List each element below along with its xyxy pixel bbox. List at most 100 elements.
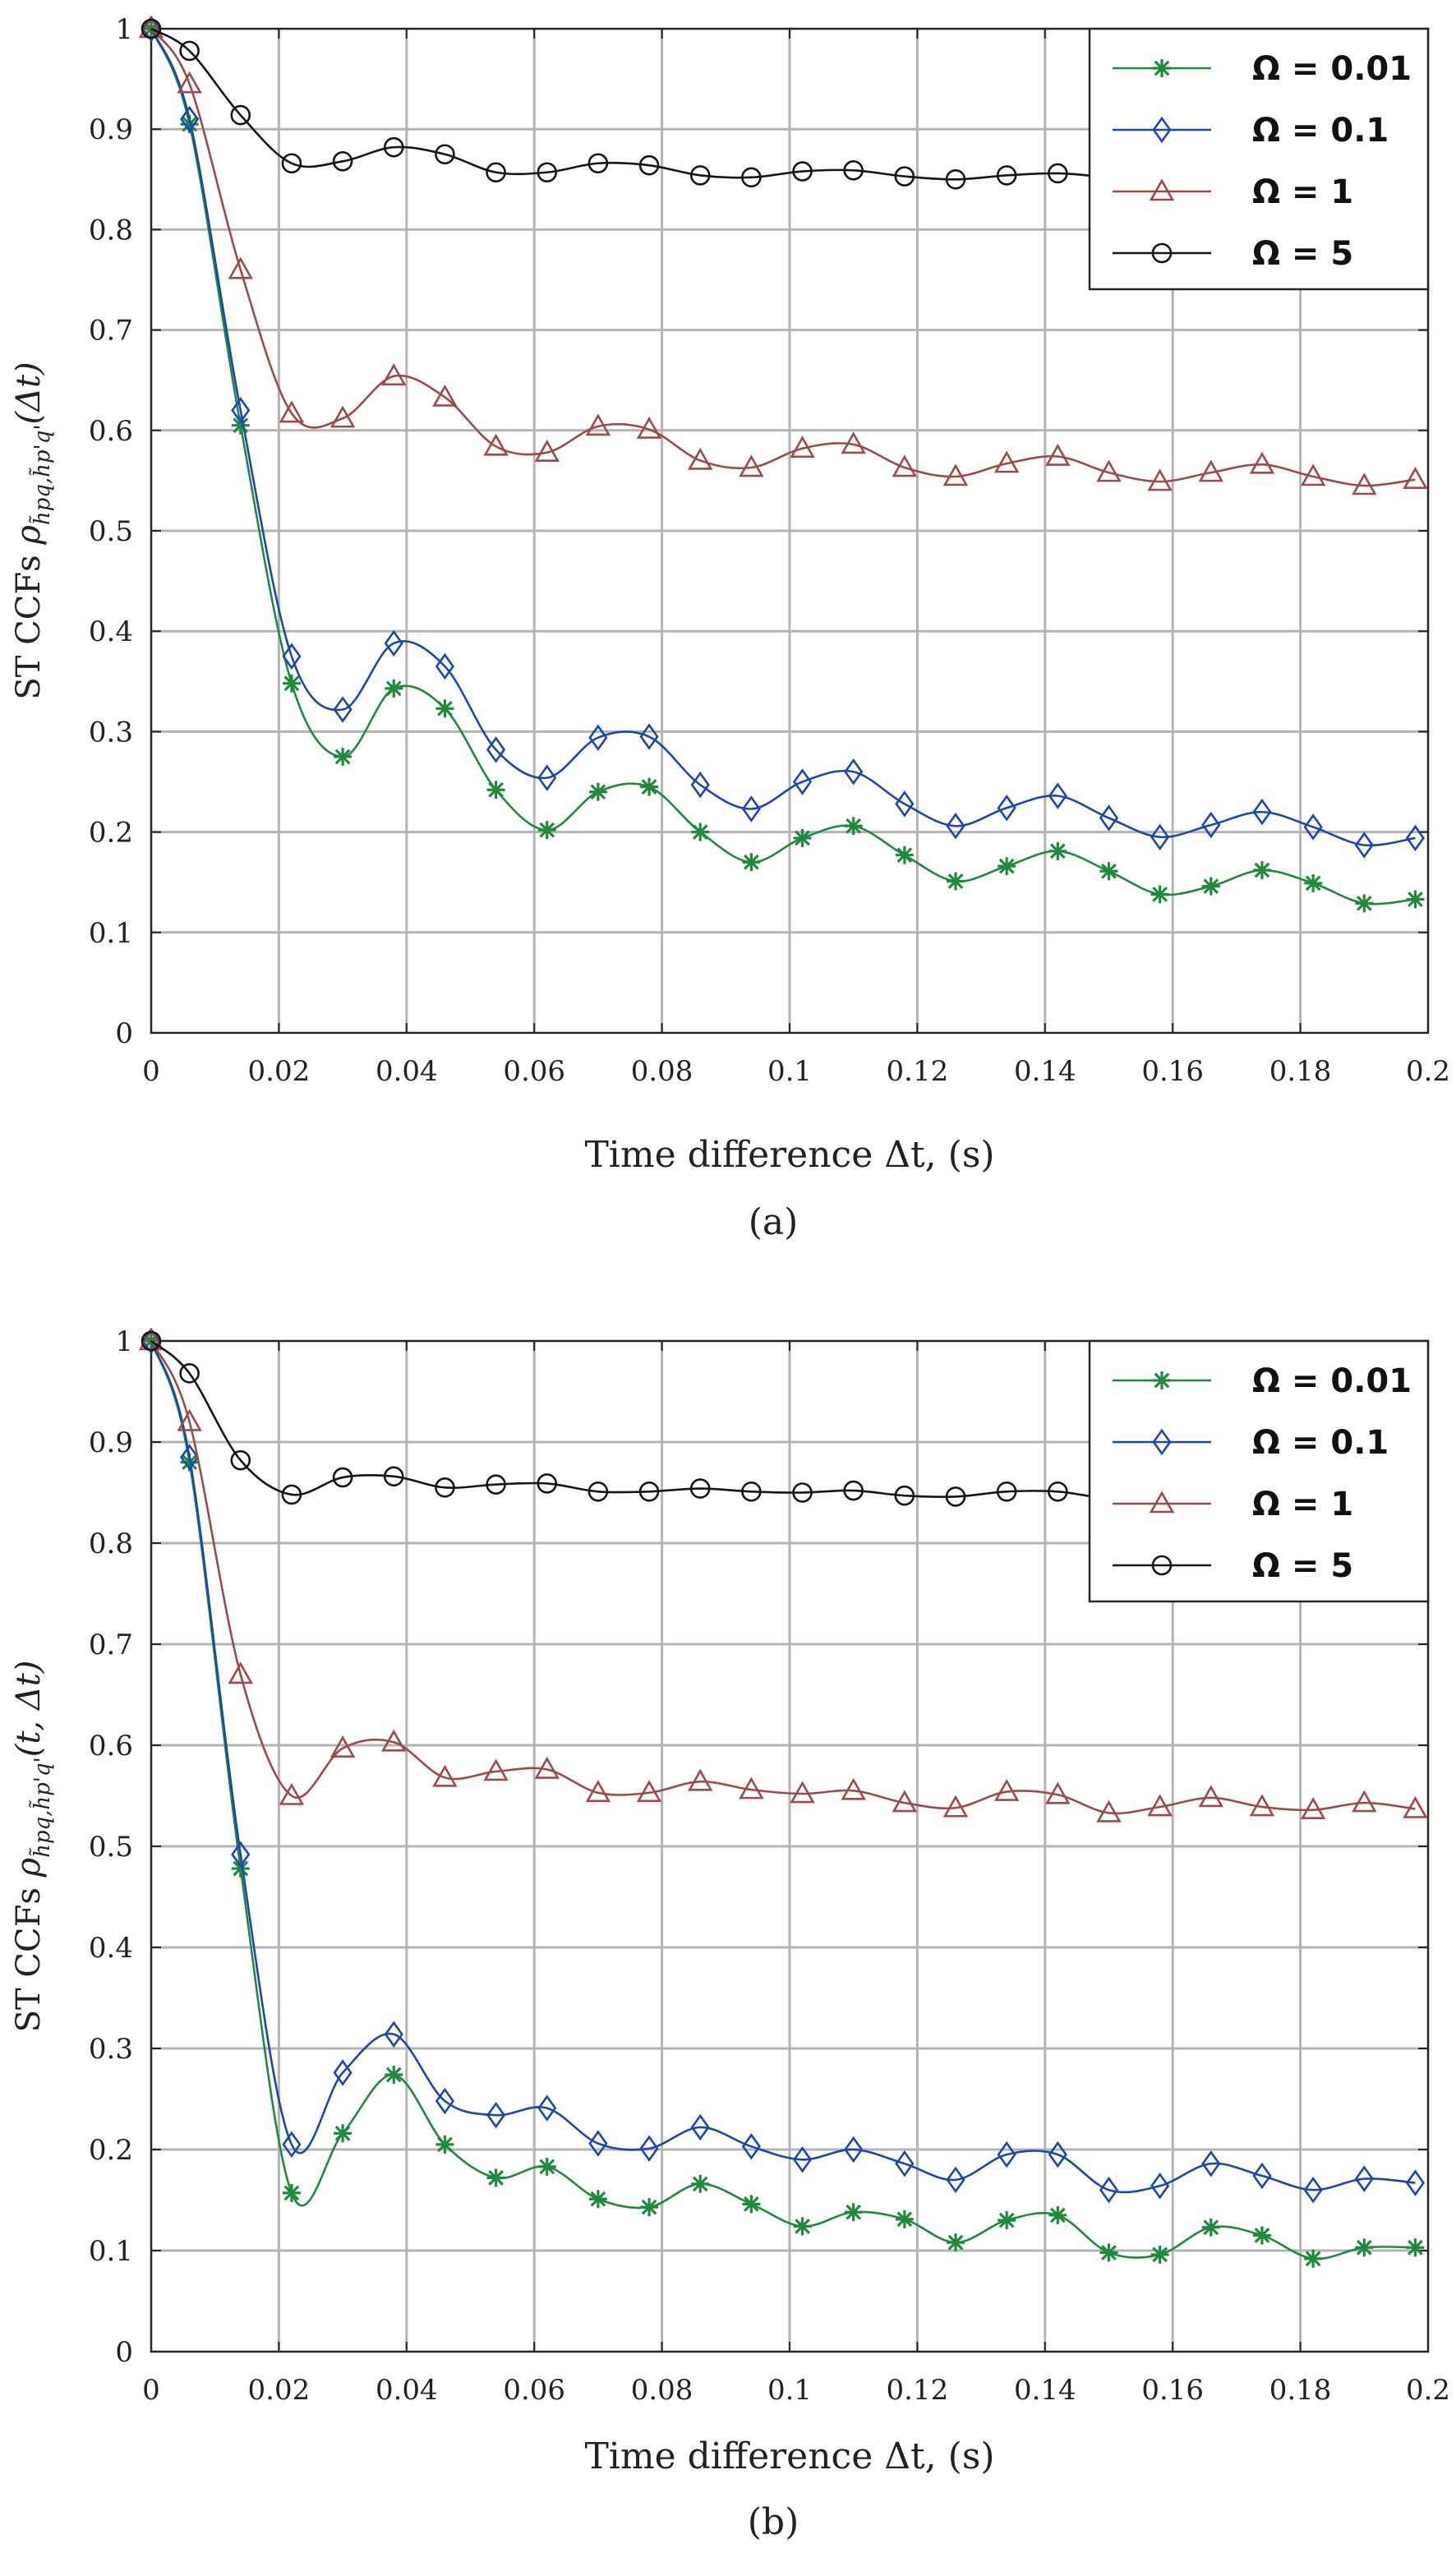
data-point-1	[333, 2059, 352, 2086]
legend-label-2: Ω = 1	[1252, 1486, 1353, 1523]
y-tick-label: 0.6	[89, 1730, 133, 1763]
data-point-2	[739, 1776, 764, 1799]
data-point-1	[231, 397, 251, 424]
series-line-2	[150, 1340, 1416, 1815]
data-point-0	[844, 817, 863, 836]
data-point-0	[1048, 841, 1067, 860]
y-tick-label: 0	[115, 1017, 133, 1050]
data-point-3	[843, 160, 864, 181]
data-point-3	[537, 1473, 558, 1494]
data-point-2	[279, 400, 305, 423]
data-point-3	[996, 165, 1017, 186]
data-point-2	[585, 1780, 611, 1803]
data-point-3	[792, 1482, 813, 1503]
y-tick-label: 0.5	[89, 515, 133, 548]
series-line-2	[150, 28, 1416, 487]
data-point-0	[334, 747, 352, 766]
data-point-3	[689, 1478, 711, 1499]
y-tick-label: 0.2	[89, 817, 133, 850]
data-point-2	[1300, 1797, 1326, 1820]
y-tick-label: 0.3	[89, 2033, 133, 2066]
x-tick-label: 0.18	[1269, 2374, 1332, 2407]
data-point-3	[792, 161, 813, 182]
data-point-2	[534, 1756, 560, 1779]
panel-a: 0 0.02 0.04 0.06 0.08 0.1 0.12 0.14 0.16 0.18 0.2 0…	[10, 13, 1450, 1243]
x-tick-label: 0.12	[887, 1055, 949, 1088]
x-tick-label: 0.14	[1014, 1055, 1076, 1088]
data-point-1	[1303, 813, 1323, 841]
data-point-2	[687, 447, 713, 470]
legend-marker-0	[1153, 1371, 1171, 1389]
data-point-3	[486, 162, 506, 183]
data-point-1	[537, 2094, 557, 2122]
data-point-0	[1201, 877, 1220, 896]
data-point-1	[895, 790, 915, 818]
data-point-1	[282, 643, 302, 670]
data-point-2	[636, 416, 662, 439]
legend: Ω = 0.01 Ω = 0.1 Ω = 1 Ω = 5	[1088, 1339, 1430, 1603]
data-point-0	[895, 846, 914, 864]
data-point-1	[486, 736, 506, 763]
data-point-1	[141, 1327, 161, 1355]
data-point-1	[946, 2166, 965, 2194]
data-point-0	[1355, 2238, 1374, 2257]
data-point-3	[1048, 163, 1068, 184]
data-point-0	[486, 2168, 505, 2187]
data-point-0	[1099, 862, 1118, 881]
data-point-0	[537, 821, 556, 840]
data-point-0	[998, 857, 1016, 876]
data-point-3	[1048, 1481, 1068, 1502]
data-point-0	[947, 872, 965, 891]
panel-caption: (a)	[749, 1201, 799, 1243]
x-tick-label: 0.06	[503, 2374, 565, 2407]
data-point-1	[792, 2146, 813, 2173]
data-point-1	[1252, 798, 1272, 826]
data-point-1	[180, 1444, 200, 1471]
x-tick-label: 0.16	[1141, 2374, 1204, 2407]
x-tick-label: 0.08	[631, 2374, 693, 2407]
data-point-0	[793, 2217, 812, 2236]
x-tick-label: 0	[142, 2374, 160, 2407]
y-tick-label: 0.4	[89, 1932, 133, 1965]
data-point-3	[141, 18, 162, 39]
data-point-2	[483, 1758, 509, 1781]
legend-marker-3	[1151, 1555, 1173, 1576]
data-point-3	[996, 1481, 1017, 1502]
data-point-2	[1249, 1794, 1275, 1817]
y-tick-label: 0.2	[89, 2134, 133, 2167]
y-tick-label: 0.8	[89, 214, 133, 247]
data-point-2	[1045, 1781, 1071, 1804]
data-point-2	[790, 435, 815, 458]
data-point-3	[179, 1363, 200, 1384]
data-point-1	[537, 764, 557, 791]
data-point-1	[1048, 782, 1067, 809]
data-point-0	[640, 2198, 659, 2217]
data-point-1	[997, 795, 1016, 822]
data-point-1	[1252, 2162, 1272, 2190]
x-tick-label: 0.06	[503, 1055, 565, 1088]
data-point-2	[1403, 467, 1428, 489]
data-point-2	[1096, 1799, 1122, 1822]
data-point-0	[282, 674, 301, 693]
legend-box	[1088, 1339, 1430, 1603]
data-point-0	[1304, 873, 1323, 892]
data-point-0	[1355, 894, 1374, 913]
series-line-1	[150, 28, 1416, 847]
data-point-0	[1406, 2238, 1425, 2257]
data-point-0	[844, 2203, 863, 2222]
data-point-2	[329, 1735, 356, 1758]
data-point-2	[1147, 468, 1173, 491]
data-point-1	[639, 723, 659, 750]
data-point-0	[1150, 885, 1169, 904]
data-point-3	[587, 1481, 609, 1502]
x-tick-label: 0.16	[1141, 1055, 1204, 1088]
data-point-3	[843, 1480, 864, 1501]
data-point-1	[1354, 832, 1374, 859]
data-point-3	[383, 1466, 404, 1487]
data-point-3	[945, 169, 966, 190]
data-point-2	[279, 1782, 305, 1805]
data-point-3	[230, 1449, 251, 1471]
y-tick-label: 0.4	[89, 615, 133, 648]
data-point-1	[231, 1841, 251, 1869]
